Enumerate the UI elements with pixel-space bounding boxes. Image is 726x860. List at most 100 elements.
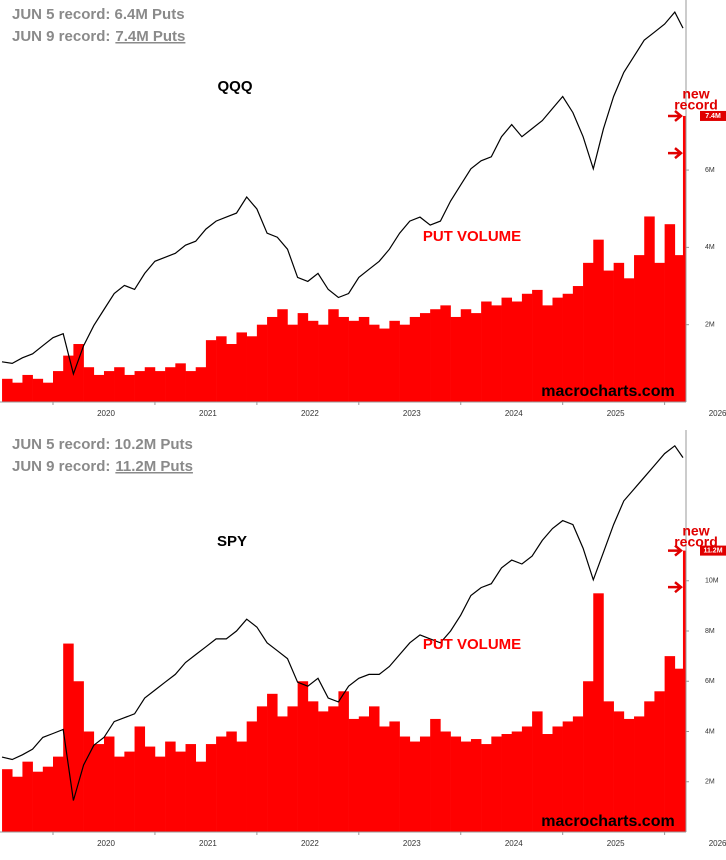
panel: 2020 2021 2022 2023 2024 2025 2026 2M 4M 6M 8M 10M 1… <box>0 430 726 848</box>
watermark: macrocharts.com <box>541 383 674 400</box>
volume-bar <box>634 716 645 832</box>
x-tick-label: 2022 <box>301 409 319 418</box>
arrow <box>668 581 683 594</box>
volume-bar <box>246 336 258 402</box>
panel: 2020 2021 2022 2023 2024 2025 2026 2M 4M 6M 7.4M JU… <box>0 0 726 418</box>
volume-bar <box>53 371 64 402</box>
volume-bar <box>501 297 513 402</box>
volume-bar <box>22 761 33 832</box>
volume-bar <box>511 301 523 402</box>
volume-bar <box>552 726 563 832</box>
volume-bar <box>42 766 54 832</box>
x-tick-label: 2026 <box>709 409 726 418</box>
volume-bar <box>338 691 349 832</box>
x-tick-label: 2021 <box>199 839 217 848</box>
x-tick-label: 2020 <box>97 409 115 418</box>
volume-bar <box>318 711 329 832</box>
volume-bar <box>226 731 237 832</box>
record-note-value: 11.2M Puts <box>115 458 193 475</box>
volume-bar <box>175 751 186 832</box>
volume-bar <box>93 374 105 402</box>
volume-bar <box>195 761 207 832</box>
x-tick-label: 2026 <box>709 839 726 848</box>
volume-bar <box>307 320 319 402</box>
volume-bar <box>22 374 33 402</box>
volume-bar <box>185 371 197 402</box>
chart-title: QQQ <box>217 78 252 95</box>
volume-bar <box>175 363 186 402</box>
new-record: record <box>674 534 718 550</box>
watermark: macrocharts.com <box>541 813 674 830</box>
arrow <box>668 110 683 122</box>
volume-bar <box>42 382 54 402</box>
volume-bar <box>103 371 115 402</box>
x-tick-label: 2023 <box>403 409 421 418</box>
volume-bar <box>2 378 13 402</box>
volume-bar <box>644 216 655 402</box>
y-tick-label: 6M <box>705 678 715 685</box>
price-line <box>1 444 684 801</box>
new-record: record <box>674 97 718 113</box>
arrow <box>668 147 683 160</box>
volume-bar <box>379 726 390 832</box>
volume-bar <box>674 255 684 402</box>
record-note-prefix: JUN 9 record: <box>12 28 110 45</box>
volume-bar <box>664 656 676 832</box>
volume-bar <box>318 324 329 402</box>
volume-bar <box>103 736 115 832</box>
volume-bar <box>124 751 135 832</box>
volume-bar <box>481 744 492 832</box>
volume-bar <box>267 316 278 402</box>
volume-bar <box>430 718 441 832</box>
volume-bar <box>440 731 451 832</box>
volume-bar <box>572 286 584 402</box>
volume-bar <box>682 115 687 402</box>
record-note-prefix: JUN 9 record: <box>12 458 110 475</box>
record-note: JUN 9 record: 11.2M Puts <box>12 458 193 475</box>
volume-bar <box>399 736 411 832</box>
volume-bar <box>93 744 105 832</box>
volume-bar <box>134 371 146 402</box>
volume-bar <box>216 736 227 832</box>
volume-bar <box>53 756 64 832</box>
volume-bar <box>32 771 44 832</box>
volume-bar <box>73 344 84 402</box>
volume-bar <box>491 305 502 402</box>
volume-bar <box>348 320 360 402</box>
volume-bar <box>542 734 553 832</box>
volume-bar <box>144 367 156 402</box>
volume-bar <box>165 741 176 832</box>
x-tick-label: 2021 <box>199 409 217 418</box>
volume-bar <box>338 316 349 402</box>
x-tick-label: 2022 <box>301 839 319 848</box>
volume-bar <box>399 324 411 402</box>
volume-bar <box>623 278 635 402</box>
x-tick-label: 2025 <box>607 839 625 848</box>
volume-bar <box>521 293 533 402</box>
volume-bar <box>277 716 288 832</box>
volume-bar <box>114 756 125 832</box>
volume-bar <box>277 309 288 402</box>
volume-bar <box>358 316 370 402</box>
volume-bar <box>328 706 339 832</box>
volume-bar <box>369 706 380 832</box>
volume-bar <box>73 681 84 832</box>
volume-bar <box>552 297 563 402</box>
volume-bar <box>134 726 146 832</box>
volume-bar <box>63 355 74 402</box>
x-tick-label: 2023 <box>403 839 421 848</box>
volume-bar <box>511 731 523 832</box>
volume-bar <box>562 721 574 832</box>
volume-bar <box>246 721 258 832</box>
volume-label: PUT VOLUME <box>423 636 521 653</box>
volume-bar <box>593 239 604 402</box>
record-tag-box <box>700 545 726 556</box>
volume-bar <box>644 701 655 832</box>
volume-bar <box>267 693 278 832</box>
volume-label: PUT VOLUME <box>423 228 521 245</box>
volume-bar <box>491 736 502 832</box>
volume-bar <box>256 706 268 832</box>
x-tick-label: 2020 <box>97 839 115 848</box>
volume-bar <box>83 731 95 832</box>
